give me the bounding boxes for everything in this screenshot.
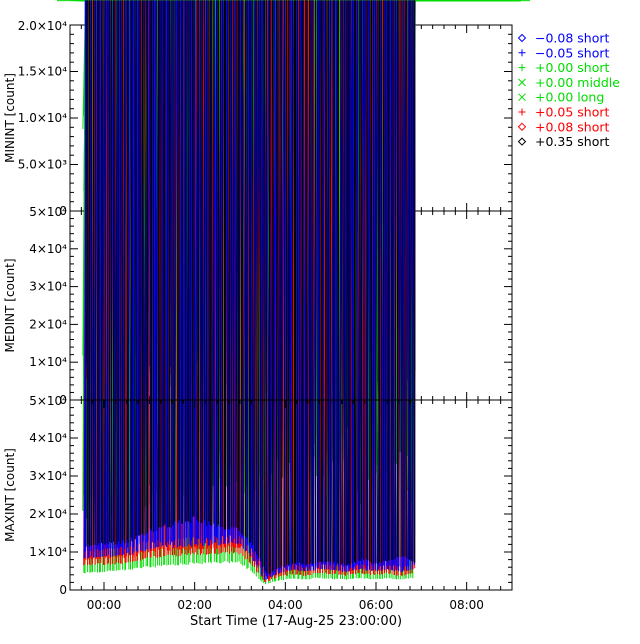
y-tick-label: 1×10⁴ — [29, 355, 67, 369]
y-tick-label: 5×10⁴ — [29, 394, 67, 408]
y-axis-label: MEDINT [count] — [3, 258, 17, 352]
y-tick-label: 5×10⁴ — [29, 205, 67, 219]
x-tick-label: 00:00 — [87, 598, 122, 612]
y-tick-label: 4×10⁴ — [29, 431, 67, 445]
y-tick-label: 2×10⁴ — [29, 507, 67, 521]
legend-label: +0.00 middle — [535, 75, 620, 90]
y-tick-label: 3×10⁴ — [29, 469, 67, 483]
legend-label: −0.05 short — [535, 45, 610, 60]
y-tick-label: 4×10⁴ — [29, 242, 67, 256]
legend-label: +0.35 short — [535, 134, 610, 149]
y-tick-label: 1.0×10⁴ — [18, 111, 67, 125]
legend-label: +0.08 short — [535, 119, 610, 134]
legend-label: +0.00 long — [535, 90, 604, 105]
y-tick-label: 2×10⁴ — [29, 317, 67, 331]
legend-label: −0.08 short — [535, 31, 610, 46]
y-tick-label: 2.0×10⁴ — [18, 19, 67, 33]
x-tick-label: 02:00 — [177, 598, 212, 612]
legend-label: +0.00 short — [535, 60, 610, 75]
x-axis-label: Start Time (17-Aug-25 23:00:00) — [190, 614, 402, 629]
legend-label: +0.05 short — [535, 105, 610, 120]
y-tick-label: 5.0×10³ — [18, 158, 67, 172]
y-tick-label: 0 — [59, 583, 67, 597]
y-tick-label: 1.5×10⁴ — [18, 65, 67, 79]
x-tick-label: 04:00 — [268, 598, 303, 612]
y-axis-label: MAXINT [count] — [3, 448, 17, 542]
y-axis-label: MININT [count] — [3, 73, 17, 163]
x-tick-label: 08:00 — [449, 598, 484, 612]
x-tick-label: 06:00 — [359, 598, 394, 612]
y-tick-label: 1×10⁴ — [29, 545, 67, 559]
y-tick-label: 3×10⁴ — [29, 280, 67, 294]
